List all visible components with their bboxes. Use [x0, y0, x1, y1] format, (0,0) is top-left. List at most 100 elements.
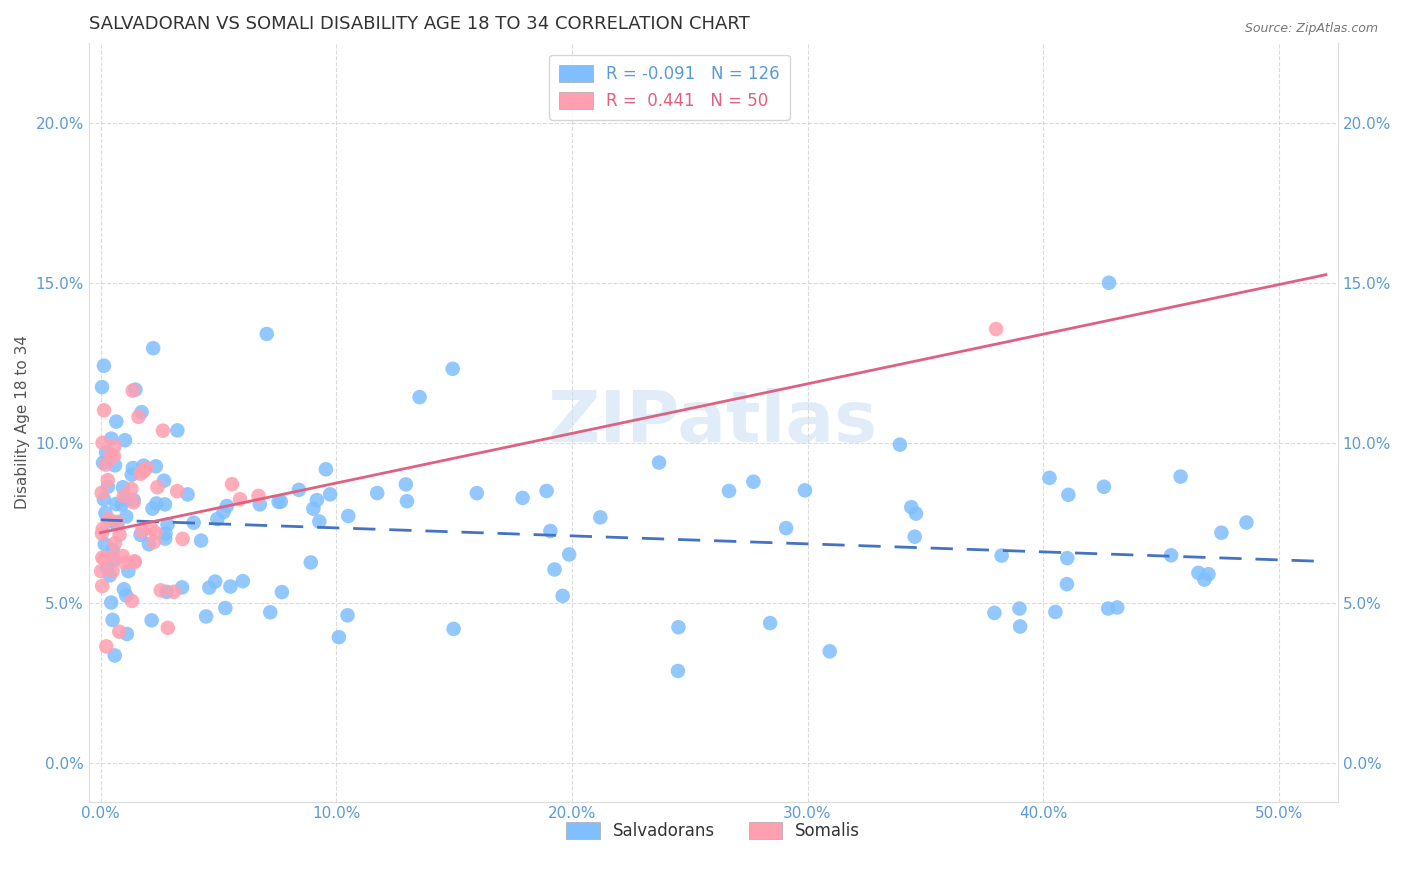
- Point: [214, 601, 236, 615]
- Point: [1038, 471, 1060, 485]
- Point: [100, 447, 122, 461]
- Point: [127, 409, 149, 424]
- Point: [111, 549, 134, 563]
- Point: [221, 477, 243, 491]
- Point: [166, 424, 188, 438]
- Point: [91, 579, 114, 593]
- Point: [107, 518, 129, 533]
- Point: [111, 480, 134, 494]
- Point: [108, 527, 131, 541]
- Point: [775, 521, 797, 535]
- Point: [536, 483, 558, 498]
- Point: [395, 494, 418, 508]
- Point: [91, 522, 114, 536]
- Point: [101, 542, 124, 557]
- Point: [97, 480, 120, 494]
- Point: [229, 492, 252, 507]
- Point: [270, 494, 292, 508]
- Point: [138, 537, 160, 551]
- Point: [91, 456, 114, 470]
- Point: [122, 495, 145, 509]
- Point: [104, 515, 127, 529]
- Point: [904, 530, 927, 544]
- Point: [115, 589, 138, 603]
- Point: [100, 432, 122, 446]
- Point: [94, 537, 117, 551]
- Point: [132, 458, 155, 473]
- Point: [91, 550, 114, 565]
- Point: [146, 480, 169, 494]
- Point: [122, 493, 145, 508]
- Point: [793, 483, 815, 498]
- Point: [129, 528, 152, 542]
- Point: [91, 380, 114, 394]
- Point: [166, 484, 188, 499]
- Point: [93, 403, 115, 417]
- Y-axis label: Disability Age 18 to 34: Disability Age 18 to 34: [15, 335, 30, 509]
- Point: [904, 507, 927, 521]
- Point: [131, 524, 153, 539]
- Point: [124, 555, 146, 569]
- Point: [198, 581, 221, 595]
- Point: [121, 467, 143, 482]
- Point: [104, 648, 127, 663]
- Point: [145, 525, 167, 540]
- Point: [219, 580, 242, 594]
- Point: [212, 505, 235, 519]
- Point: [315, 462, 337, 476]
- Point: [139, 521, 162, 535]
- Point: [305, 493, 328, 508]
- Point: [97, 512, 120, 526]
- Point: [155, 526, 177, 541]
- Point: [900, 500, 922, 515]
- Point: [512, 491, 534, 505]
- Point: [103, 449, 125, 463]
- Point: [93, 492, 115, 507]
- Point: [589, 510, 612, 524]
- Point: [152, 424, 174, 438]
- Point: [105, 515, 128, 529]
- Point: [91, 435, 114, 450]
- Point: [129, 467, 152, 481]
- Point: [983, 606, 1005, 620]
- Point: [115, 509, 138, 524]
- Point: [1045, 605, 1067, 619]
- Point: [551, 589, 574, 603]
- Point: [104, 536, 127, 550]
- Point: [96, 640, 118, 654]
- Point: [543, 562, 565, 576]
- Point: [1211, 525, 1233, 540]
- Point: [204, 574, 226, 589]
- Point: [105, 497, 128, 511]
- Point: [93, 359, 115, 373]
- Point: [1107, 600, 1129, 615]
- Point: [101, 564, 124, 578]
- Point: [395, 477, 418, 491]
- Point: [1160, 549, 1182, 563]
- Point: [271, 585, 294, 599]
- Point: [149, 583, 172, 598]
- Point: [1170, 469, 1192, 483]
- Point: [103, 553, 125, 567]
- Point: [121, 594, 143, 608]
- Point: [172, 532, 194, 546]
- Text: SALVADORAN VS SOMALI DISABILITY AGE 18 TO 34 CORRELATION CHART: SALVADORAN VS SOMALI DISABILITY AGE 18 T…: [89, 15, 749, 33]
- Point: [1056, 551, 1078, 566]
- Point: [183, 516, 205, 530]
- Legend: Salvadorans, Somalis: Salvadorans, Somalis: [560, 815, 868, 847]
- Point: [195, 609, 218, 624]
- Point: [90, 526, 112, 541]
- Point: [742, 475, 765, 489]
- Point: [288, 483, 311, 497]
- Point: [170, 581, 193, 595]
- Point: [142, 535, 165, 549]
- Point: [132, 464, 155, 478]
- Point: [145, 496, 167, 510]
- Point: [366, 486, 388, 500]
- Point: [115, 627, 138, 641]
- Point: [100, 595, 122, 609]
- Point: [142, 341, 165, 355]
- Point: [717, 483, 740, 498]
- Point: [465, 486, 488, 500]
- Point: [156, 585, 179, 599]
